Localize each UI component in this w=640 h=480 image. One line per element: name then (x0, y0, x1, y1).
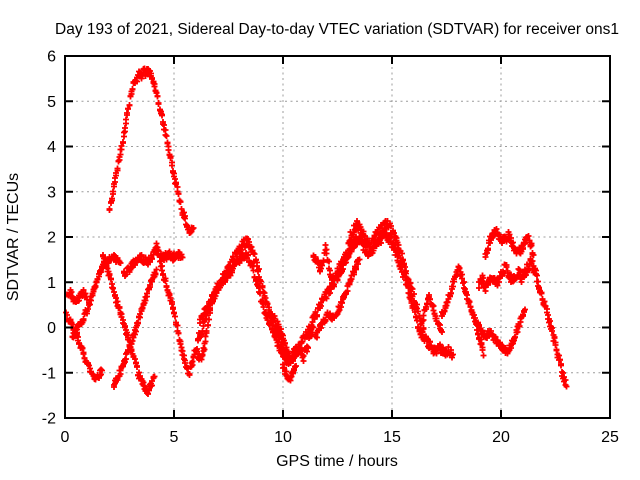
series-arc-mid-descent (100, 252, 158, 397)
series-arc-top-19to21h (482, 226, 537, 260)
y-tick-label: 4 (47, 139, 56, 156)
x-axis-label: GPS time / hours (276, 453, 398, 470)
y-tick-label: 3 (47, 184, 56, 201)
x-tick-label: 20 (492, 429, 510, 446)
series-arc-band-13to16h-lower (347, 230, 428, 344)
y-tick-label: 6 (47, 49, 56, 66)
x-tick-label: 15 (383, 429, 401, 446)
y-axis-label: SDTVAR / TECUs (5, 173, 22, 301)
x-tick-label: 5 (170, 429, 179, 446)
data-points (63, 65, 570, 397)
series-arc-valley-10h (271, 313, 317, 364)
series-arc-low-19to21h (474, 306, 528, 357)
series-arc-low-11to13h (312, 256, 363, 341)
x-tick-label: 25 (601, 429, 619, 446)
y-tick-label: -1 (42, 365, 56, 382)
series-arc-main-peak (106, 65, 197, 236)
series-arc-low-spikes-10h (280, 361, 299, 384)
tick-labels: 0 5 10 15 20 25 -2 -1 0 1 2 3 4 5 6 (42, 49, 619, 447)
chart-title: Day 193 of 2021, Sidereal Day-to-day VTE… (55, 21, 619, 38)
series-arc-under-peak (121, 245, 186, 279)
series-arc-start-blob (64, 287, 90, 305)
series-arc-band-19to23h (476, 256, 570, 390)
y-tick-label: 1 (47, 275, 56, 292)
y-tick-label: 2 (47, 230, 56, 247)
y-tick-label: 5 (47, 94, 56, 111)
y-tick-label: -2 (42, 411, 56, 428)
x-tick-label: 10 (274, 429, 292, 446)
plot-border (64, 55, 611, 419)
series-arc-rise-18h (439, 263, 487, 359)
y-tick-label: 0 (47, 320, 56, 337)
series-arc-mid-rise (111, 266, 160, 390)
series-arc-parallel-wave (197, 250, 291, 366)
series-arc-w-shape (153, 240, 218, 378)
series-arc-hook-17h (419, 292, 445, 335)
x-tick-label: 0 (61, 429, 70, 446)
